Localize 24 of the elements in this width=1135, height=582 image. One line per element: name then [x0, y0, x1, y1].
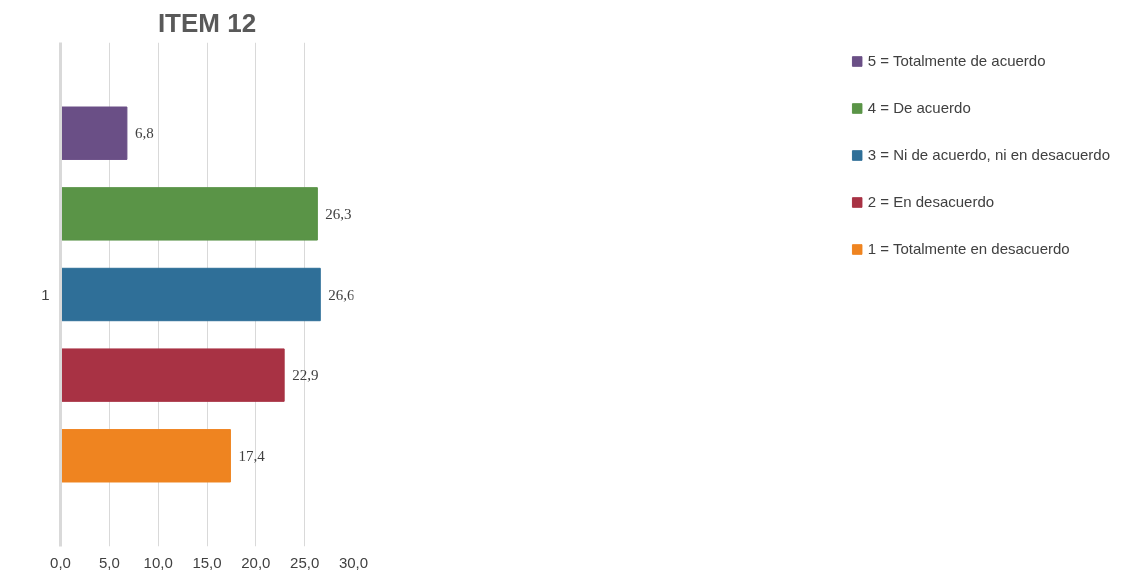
x-tick-label: 20,0 — [241, 553, 271, 571]
data-label: 22,9 — [292, 367, 319, 384]
x-tick-label: 15,0 — [192, 553, 222, 571]
data-label: 6,8 — [134, 125, 154, 142]
chart-title: ITEM 12 — [157, 7, 257, 38]
legend-label: 5 = Totalmente de acuerdo — [867, 52, 1046, 69]
x-tick-label: 0,0 — [50, 553, 71, 571]
data-label: 26,6 — [328, 286, 356, 303]
bar — [60, 429, 231, 483]
x-tick-label: 10,0 — [143, 553, 173, 571]
bar — [60, 348, 285, 402]
x-tick-label: 5,0 — [98, 553, 120, 571]
bar — [60, 187, 318, 241]
y-tick-label: 1 — [41, 285, 50, 303]
x-tick-label: 30,0 — [338, 553, 369, 571]
bar — [60, 106, 128, 160]
legend-label: 3 = Ni de acuerdo, ni en desacuerdo — [867, 146, 1110, 163]
data-label: 26,3 — [325, 205, 352, 222]
legend-label: 1 = Totalmente en desacuerdo — [867, 240, 1070, 257]
bar — [60, 267, 321, 322]
legend-label: 4 = De acuerdo — [867, 99, 971, 116]
data-label: 17,4 — [238, 447, 266, 464]
legend-label: 2 = En desacuerdo — [867, 193, 995, 210]
x-tick-label: 25,0 — [290, 553, 320, 571]
